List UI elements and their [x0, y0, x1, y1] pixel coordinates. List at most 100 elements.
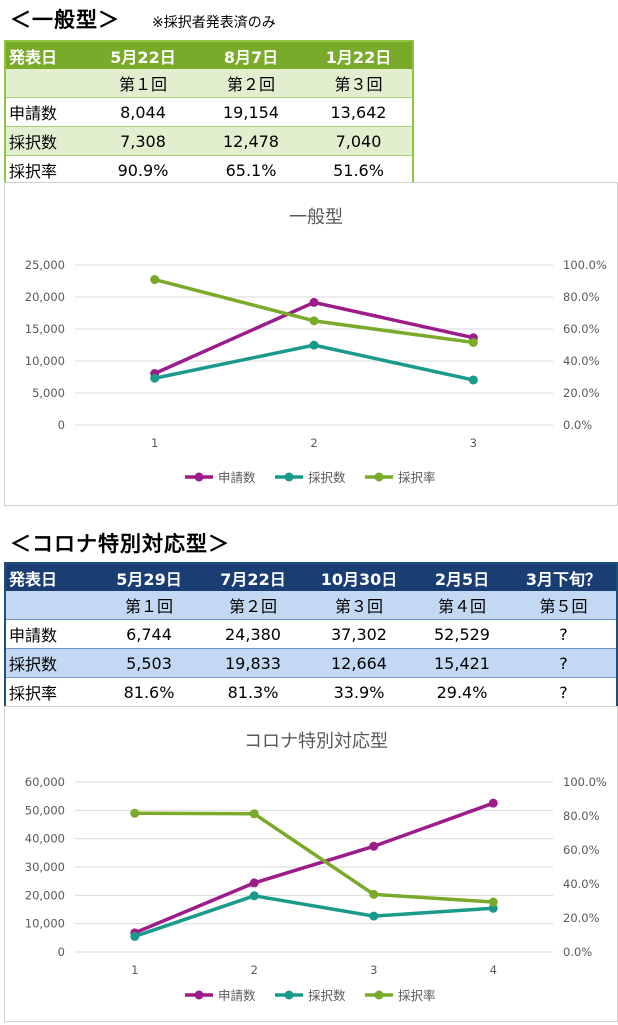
legend-label: 採択率 [398, 470, 436, 485]
corona-heading: ＜コロナ特別対応型＞ [10, 532, 230, 556]
y-right-tick-label: 80.0% [563, 290, 600, 304]
y-left-tick-label: 25,000 [25, 258, 65, 272]
table-row: 採択率 90.9% 65.1% 51.6% [5, 155, 413, 185]
series-line [153, 300, 474, 376]
y-right-tick-label: 20.0% [563, 911, 600, 925]
row-label: 採択数 [5, 648, 97, 678]
general-table: 発表日 5月22日 8月7日 1月22日 第１回 第２回 第３回 申請数 8,0… [4, 40, 414, 186]
value-cell: 37,302 [305, 619, 413, 649]
value-cell: 6,744 [97, 619, 201, 649]
data-point [468, 375, 478, 385]
value-cell: 24,380 [201, 619, 305, 649]
y-right-tick-label: 0.0% [563, 418, 592, 432]
data-point [309, 316, 319, 326]
series-line [134, 894, 494, 939]
y-right-tick-label: 40.0% [563, 354, 600, 368]
legend-marker [194, 990, 204, 1000]
series-line [134, 811, 494, 904]
row-label: 採択率 [5, 155, 89, 185]
y-right-tick-label: 0.0% [563, 945, 592, 959]
round-cell: 第３回 [305, 69, 413, 98]
data-point [150, 373, 160, 383]
row-label: 採択数 [5, 126, 89, 156]
date-cell: 2月5日 [413, 563, 511, 591]
row-label: 採択率 [5, 677, 97, 707]
y-left-tick-label: 20,000 [25, 888, 65, 902]
empty-cell [5, 69, 89, 98]
row-label: 申請数 [5, 97, 89, 127]
round-cell: 第４回 [413, 591, 511, 620]
data-point [488, 903, 498, 913]
date-cell: 7月22日 [201, 563, 305, 591]
y-right-tick-label: 40.0% [563, 877, 600, 891]
header-label: 発表日 [5, 41, 89, 69]
y-left-tick-label: 5,000 [32, 386, 65, 400]
value-cell: 33.9% [305, 677, 413, 707]
date-cell: 1月22日 [305, 41, 413, 69]
series-line [154, 277, 474, 345]
corona-chart: コロナ特別対応型 0 10,000 20,000 30,000 40,000 50,000 6… [4, 706, 618, 1022]
value-cell: 90.9% [89, 155, 197, 185]
x-tick-label: 1 [151, 436, 158, 450]
y-right-tick-label: 100.0% [563, 258, 607, 272]
x-tick-label: 1 [131, 963, 138, 977]
legend-label: 採択率 [398, 988, 436, 1003]
legend-label: 採択数 [308, 988, 346, 1003]
chart-title: 一般型 [289, 207, 343, 228]
value-cell: 65.1% [197, 155, 305, 185]
y-left-tick-label: 30,000 [25, 860, 65, 874]
table-row: 採択数 5,503 19,833 12,664 15,421 ? [5, 648, 617, 678]
data-point [249, 878, 259, 888]
round-cell: 第２回 [197, 69, 305, 98]
value-cell: 81.3% [201, 677, 305, 707]
general-chart-svg: 一般型 0 5,000 10,000 15,000 20,000 25,000 0.0% 20.… [25, 207, 607, 485]
series-line [134, 801, 494, 935]
data-point [369, 841, 379, 851]
table-row-rounds: 第１回 第２回 第３回 第４回 第５回 [5, 591, 617, 620]
round-cell: 第５回 [511, 591, 617, 620]
legend-marker [194, 472, 204, 482]
data-point [249, 809, 259, 819]
value-cell: 15,421 [413, 648, 511, 678]
value-cell: ? [511, 677, 617, 707]
value-cell: ? [511, 619, 617, 649]
data-point [309, 340, 319, 350]
y-right-tick-label: 60.0% [563, 322, 600, 336]
table-row: 申請数 6,744 24,380 37,302 52,529 ? [5, 619, 617, 649]
y-right-tick-label: 20.0% [563, 386, 600, 400]
chart-title: コロナ特別対応型 [244, 731, 388, 752]
table-row: 採択率 81.6% 81.3% 33.9% 29.4% ? [5, 677, 617, 707]
y-left-tick-label: 10,000 [25, 917, 65, 931]
table-header-row: 発表日 5月22日 8月7日 1月22日 [5, 41, 413, 69]
row-label: 申請数 [5, 619, 97, 649]
data-point [249, 891, 259, 901]
round-cell: 第３回 [305, 591, 413, 620]
x-tick-label: 2 [310, 436, 317, 450]
legend-marker [284, 990, 294, 1000]
value-cell: 19,154 [197, 97, 305, 127]
data-point [309, 297, 319, 307]
value-cell: 8,044 [89, 97, 197, 127]
table-row: 申請数 8,044 19,154 13,642 [5, 97, 413, 127]
data-point [150, 275, 160, 285]
value-cell: 7,308 [89, 126, 197, 156]
legend-marker [284, 472, 294, 482]
value-cell: 5,503 [97, 648, 201, 678]
data-point [488, 897, 498, 907]
table-header-row: 発表日 5月29日 7月22日 10月30日 2月5日 3月下旬？ [5, 563, 617, 591]
value-cell: 52,529 [413, 619, 511, 649]
value-cell: 12,664 [305, 648, 413, 678]
round-cell: 第１回 [89, 69, 197, 98]
legend-label: 申請数 [218, 988, 256, 1003]
general-heading: ＜一般型＞ [10, 8, 120, 32]
legend-marker [374, 990, 384, 1000]
general-note: ※採択者発表済のみ [152, 15, 276, 31]
y-left-tick-label: 50,000 [25, 803, 65, 817]
x-tick-label: 3 [370, 963, 377, 977]
legend-label: 申請数 [218, 470, 256, 485]
value-cell: 81.6% [97, 677, 201, 707]
y-right-tick-label: 60.0% [563, 843, 600, 857]
value-cell: 13,642 [305, 97, 413, 127]
x-tick-label: 3 [470, 436, 477, 450]
table-row-rounds: 第１回 第２回 第３回 [5, 69, 413, 98]
